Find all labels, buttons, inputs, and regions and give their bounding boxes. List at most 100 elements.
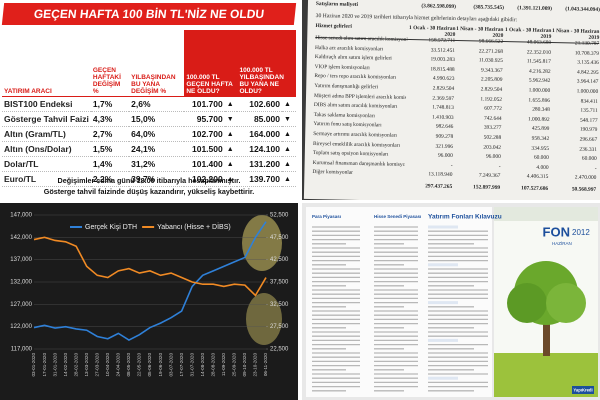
- cover-band: [494, 207, 598, 221]
- total: 152.897.999: [473, 184, 501, 191]
- y2-tick-label: 22,500: [270, 347, 289, 353]
- cell: 64,0%: [129, 126, 185, 142]
- instrument: Gösterge Tahvil Faizi: [2, 111, 91, 127]
- column-header: GEÇEN HAFTAKİ DEĞİŞİM %: [90, 30, 130, 97]
- tree-crown: [507, 283, 547, 323]
- amount: 502.288: [483, 134, 502, 141]
- amount: 4.990.623: [432, 75, 455, 83]
- amount: 4.216.282: [528, 68, 551, 75]
- amount: 21.130.787: [574, 40, 600, 47]
- amount: 334.955: [531, 145, 550, 152]
- row-label: Kurumsal finansman danışmanlık komisyonl…: [312, 159, 405, 168]
- amount: (1.043.344.094): [565, 6, 600, 13]
- amount: 1.410.903: [431, 114, 454, 121]
- cell: ▼: [281, 111, 296, 127]
- x-tick-label: 10-04-2020: [105, 353, 110, 377]
- cell: 1,4%: [90, 156, 130, 172]
- header-row: YATIRIM ARACI GEÇEN HAFTAKİ DEĞİŞİM % YILB…: [2, 30, 296, 97]
- amount: 135.711: [580, 107, 598, 115]
- amount: 548.177: [579, 117, 598, 124]
- amount: 1.655.896: [528, 97, 551, 104]
- x-tick-label: 06-11-2020: [263, 353, 268, 377]
- x-tick-label: 27-03-2020: [94, 353, 99, 377]
- highlight-box: [428, 338, 458, 342]
- row-label: Bireysel emeklilik aracılık komisyonları: [312, 140, 401, 149]
- amount: 158.572.711: [428, 37, 456, 44]
- statement-panel: Satışların maliyeti (3.862.598.099) (385.7…: [302, 0, 600, 200]
- cell: 164.000: [237, 126, 282, 142]
- amount: (3.862.598.099): [421, 3, 456, 10]
- table-row: Euro/TL 2,2% 39,7% 102.200 ▲ 139.700 ▲: [2, 171, 296, 187]
- cell: 4,3%: [90, 111, 130, 127]
- x-tick-label: 28-02-2020: [73, 353, 78, 377]
- cell: 124.100: [237, 141, 282, 157]
- amount: 280.348: [532, 106, 550, 114]
- cover-month: HAZİRAN: [552, 240, 572, 246]
- cell: 39,7%: [129, 171, 185, 187]
- amount: 425.899: [531, 125, 550, 133]
- x-tick-label: 23-10-2020: [253, 353, 258, 377]
- instrument: Altın (Ons/Dolar): [2, 141, 91, 157]
- cell: ▼: [224, 111, 238, 127]
- row-label: Hisse senedi alım satım aracılık komisyo…: [315, 35, 408, 43]
- statement-row: Satışların maliyeti (3.862.598.099) (385.7…: [316, 1, 600, 13]
- row-label: Yatırım fonu satış komisyonları: [313, 121, 382, 129]
- banner: GEÇEN HAFTA 100 BİN TL'NİZ NE OLDU: [1, 3, 297, 25]
- amount: 1 Nisan - 30 Haziran 2019: [552, 27, 600, 41]
- column-header: YILBAŞINDAN BU YANA DEĞİŞİM %: [129, 30, 185, 97]
- y-tick-label: 132,000: [10, 280, 32, 286]
- x-tick-label: 14-08-2020: [200, 353, 205, 377]
- page-heading: Hisse Senedi Piyasası: [374, 214, 421, 219]
- page-heading: Yatırım Fonları Kılavuzu: [428, 214, 502, 221]
- amount: 4.842.295: [576, 69, 599, 76]
- x-tick-label: 11-09-2020: [221, 353, 226, 377]
- amount: 96.000: [485, 153, 501, 161]
- amount: 1 Nisan - 30 Haziran 2020: [456, 25, 504, 39]
- y2-tick-label: 27,500: [270, 324, 289, 330]
- row-label: Satışların maliyeti: [315, 1, 359, 8]
- amount: 98.666.522: [478, 38, 504, 45]
- cell: 101.500: [184, 141, 225, 157]
- row-label: Sermaye artırımı aracılık komisyonları: [313, 131, 397, 139]
- amount: 982.646: [435, 123, 454, 131]
- table-row: Dolar/TL 1,4% 31,2% 101.400 ▲ 131.200 ▲: [2, 156, 296, 172]
- amount: 2.829.504: [480, 86, 503, 93]
- amount: 296.667: [579, 136, 598, 143]
- amount: 5.962.942: [528, 77, 551, 85]
- cell: ▲: [224, 141, 238, 157]
- amount: 7.249.367: [478, 172, 501, 180]
- y2-tick-label: 42,500: [270, 257, 289, 263]
- cell: 2,2%: [90, 171, 130, 187]
- amount: 96.000: [437, 152, 453, 160]
- amount: (385.735.545): [473, 4, 504, 11]
- total: 50.568.997: [571, 186, 597, 193]
- brand: YapıKredi: [573, 388, 592, 393]
- row-label: Yatırım danışmanlığı gelirleri: [314, 83, 379, 91]
- cell: 101.700: [184, 96, 225, 112]
- y2-tick-label: 52,500: [270, 213, 289, 219]
- x-tick-label: 08-05-2020: [126, 353, 131, 377]
- amount: 13.118.940: [428, 171, 453, 179]
- cell: 2,7%: [90, 126, 130, 142]
- cell: 139.700: [237, 171, 282, 187]
- cell: 102.200: [184, 171, 225, 187]
- row-label: Takas saklama komisyonları: [313, 111, 375, 120]
- x-tick-label: 25-09-2020: [232, 353, 237, 377]
- amount: -: [594, 165, 597, 172]
- amount: 4.406.315: [526, 173, 549, 181]
- amount: 321.996: [435, 143, 454, 150]
- x-tick-label: 05-06-2020: [147, 353, 152, 377]
- statement-row: Diğer komisyonlar 13.118.940 7.249.367 4.40…: [312, 169, 596, 181]
- highlight-box: [428, 376, 458, 380]
- amount: 2.205.809: [480, 76, 503, 84]
- highlight-box: [428, 301, 458, 305]
- x-tick-label: 28-08-2020: [210, 353, 215, 377]
- amount: 203.042: [483, 144, 502, 151]
- amount: -: [450, 162, 453, 169]
- chart-panel: 117,000 122,000 127,000 132,000 137,000 142,0…: [0, 203, 298, 400]
- amount: 909.278: [435, 133, 454, 140]
- cell: 101.400: [184, 156, 225, 172]
- column-header: YATIRIM ARACI: [2, 30, 91, 97]
- row-label: Diğer komisyonlar: [312, 169, 354, 177]
- amount: 2.369.597: [432, 95, 455, 102]
